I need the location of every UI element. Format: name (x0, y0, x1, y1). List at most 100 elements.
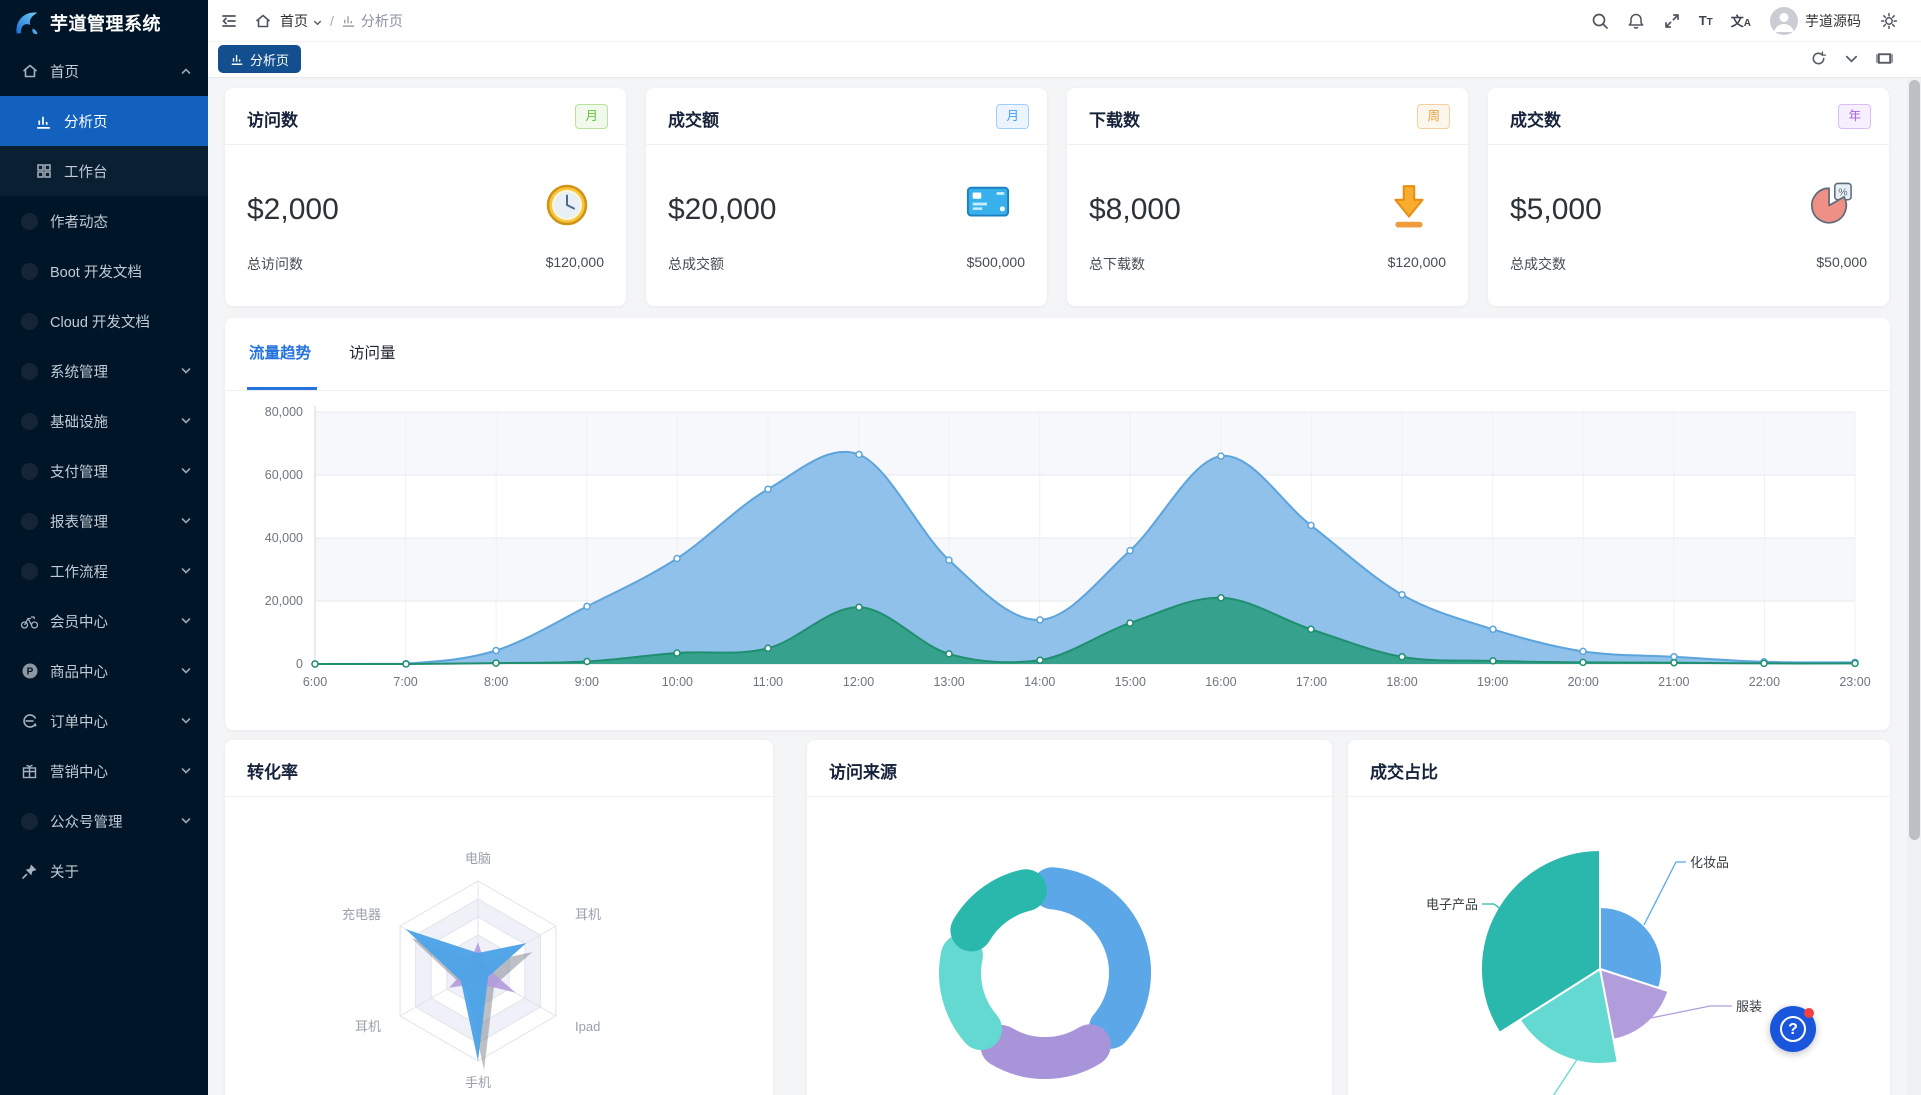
chart-bar-icon (341, 13, 356, 28)
sidebar-collapse-icon[interactable] (220, 12, 238, 30)
sidebar-item-13[interactable]: P 商品中心 (0, 646, 208, 696)
conversion-rate-card: 转化率 电脑 耳机 Ipad 手机 耳机 充电器 (225, 740, 773, 1095)
svg-text:13:00: 13:00 (933, 675, 964, 689)
refresh-icon[interactable] (1810, 50, 1827, 67)
sidebar-item-10[interactable]: 报表管理 (0, 496, 208, 546)
help-button[interactable]: ? (1770, 1006, 1816, 1052)
divider (646, 144, 1047, 145)
sidebar-item-8[interactable]: 基础设施 (0, 396, 208, 446)
sidebar-item-16[interactable]: 公众号管理 (0, 796, 208, 846)
sidebar-item-label: 作者动态 (50, 214, 108, 231)
period-tag[interactable]: 月 (996, 104, 1029, 129)
top-navbar: 首页 / 分析页 TT 文A 芋道源码 (208, 0, 1921, 42)
page-scrollbar[interactable] (1907, 78, 1921, 1095)
svg-text:7:00: 7:00 (393, 675, 417, 689)
sidebar-item-11[interactable]: 工作流程 (0, 546, 208, 596)
svg-text:40,000: 40,000 (265, 531, 303, 545)
navbar-actions: TT 文A 芋道源码 (1582, 6, 1921, 35)
svg-text:电脑: 电脑 (465, 851, 491, 866)
tab-traffic-trend[interactable]: 流量趋势 (249, 345, 312, 362)
chevron-down-icon (180, 615, 192, 627)
tab-visit-volume[interactable]: 访问量 (349, 345, 396, 362)
notification-dot (1804, 1008, 1814, 1018)
svg-text:21:00: 21:00 (1658, 675, 1689, 689)
sidebar-item-label: 工作流程 (50, 564, 108, 581)
sidebar-item-3[interactable]: 工作台 (0, 146, 208, 196)
svg-text:9:00: 9:00 (575, 675, 599, 689)
stat-footer-label: 总成交额 (668, 256, 724, 272)
svg-text:20:00: 20:00 (1568, 675, 1599, 689)
sidebar-item-label: Boot 开发文档 (50, 264, 142, 281)
sidebar-item-7[interactable]: 系统管理 (0, 346, 208, 396)
chevron-down-icon[interactable] (1843, 50, 1860, 67)
chevron-down-icon[interactable] (312, 15, 323, 26)
page-tabbar: 分析页 (208, 42, 1921, 78)
sidebar-item-9[interactable]: 支付管理 (0, 446, 208, 496)
font-size-icon[interactable]: TT (1698, 13, 1713, 28)
sidebar-item-12[interactable]: 会员中心 (0, 596, 208, 646)
card-title: 转化率 (247, 763, 298, 782)
search-icon[interactable] (1591, 12, 1609, 30)
sidebar-menu: 首页分析页工作台作者动态 Boot 开发文档 Cloud 开发文档 系统管理 基础设施支… (0, 46, 208, 896)
tabbar-actions (1802, 50, 1901, 67)
chevron-down-icon (180, 415, 192, 427)
chevron-down-icon (180, 715, 192, 727)
chevron-down-icon (180, 765, 192, 777)
divider (1348, 796, 1890, 797)
svg-text:耳机: 耳机 (575, 907, 601, 922)
product-icon: P (20, 662, 39, 681)
traffic-trend-card: 流量趋势 访问量 0 20,000 40,000 60,000 80,000 6:00 7:… (225, 318, 1890, 730)
traffic-trend-chart[interactable]: 0 20,000 40,000 60,000 80,000 6:00 7:00 8:00 9:0… (225, 390, 1890, 730)
sidebar-item-5[interactable]: Boot 开发文档 (0, 246, 208, 296)
divider (225, 390, 1890, 391)
breadcrumb-home[interactable]: 首页 (280, 12, 308, 29)
sidebar-item-label: 分析页 (64, 114, 108, 131)
sidebar-item-4[interactable]: 作者动态 (0, 196, 208, 246)
maximize-icon[interactable] (1876, 50, 1893, 67)
sidebar-item-1[interactable]: 首页 (0, 46, 208, 96)
visit-source-donut-chart[interactable] (807, 796, 1332, 1095)
scrollbar-thumb[interactable] (1908, 80, 1920, 840)
sidebar: 芋道管理系统 首页分析页工作台作者动态 Boot 开发文档 Cloud 开发文档 系统… (0, 0, 208, 1095)
sidebar-item-15[interactable]: 营销中心 (0, 746, 208, 796)
fullscreen-icon[interactable] (1663, 12, 1681, 30)
sidebar-item-label: 订单中心 (50, 714, 108, 731)
tab-analysis-page[interactable]: 分析页 (218, 45, 302, 73)
stat-card-title: 访问数 (247, 111, 298, 130)
divider (225, 796, 773, 797)
sidebar-item-label: 营销中心 (50, 764, 108, 781)
period-tag[interactable]: 月 (575, 104, 608, 129)
notification-bell-icon[interactable] (1627, 12, 1645, 30)
dot-icon (20, 312, 39, 331)
home-icon[interactable] (254, 12, 272, 30)
breadcrumb: 首页 / 分析页 (280, 11, 403, 31)
sidebar-item-17[interactable]: 关于 (0, 846, 208, 896)
sidebar-item-label: 会员中心 (50, 614, 108, 631)
dot-icon (20, 412, 39, 431)
stat-footer-label: 总成交数 (1510, 256, 1566, 272)
avatar[interactable] (1770, 6, 1798, 35)
svg-text:Ipad: Ipad (575, 1019, 600, 1034)
stat-footer-label: 总下载数 (1089, 256, 1145, 272)
chart-bar-icon (230, 52, 244, 66)
trend-tabs: 流量趋势 访问量 (249, 341, 434, 363)
app-logo[interactable]: 芋道管理系统 (0, 0, 208, 46)
user-name[interactable]: 芋道源码 (1805, 12, 1861, 29)
sidebar-item-2[interactable]: 分析页 (0, 96, 208, 146)
dot-icon (20, 362, 39, 381)
tab-label: 分析页 (250, 52, 290, 68)
divider (1488, 144, 1889, 145)
settings-gear-icon[interactable] (1880, 12, 1898, 30)
svg-text:80,000: 80,000 (265, 405, 303, 419)
sidebar-item-14[interactable]: 订单中心 (0, 696, 208, 746)
period-tag[interactable]: 年 (1838, 104, 1871, 129)
svg-text:P: P (26, 667, 33, 678)
chevron-down-icon (180, 665, 192, 677)
chevron-up-icon (180, 65, 192, 77)
translate-icon[interactable]: 文A (1730, 14, 1751, 29)
svg-text:手机: 手机 (465, 1075, 491, 1090)
sidebar-item-6[interactable]: Cloud 开发文档 (0, 296, 208, 346)
period-tag[interactable]: 周 (1417, 104, 1450, 129)
